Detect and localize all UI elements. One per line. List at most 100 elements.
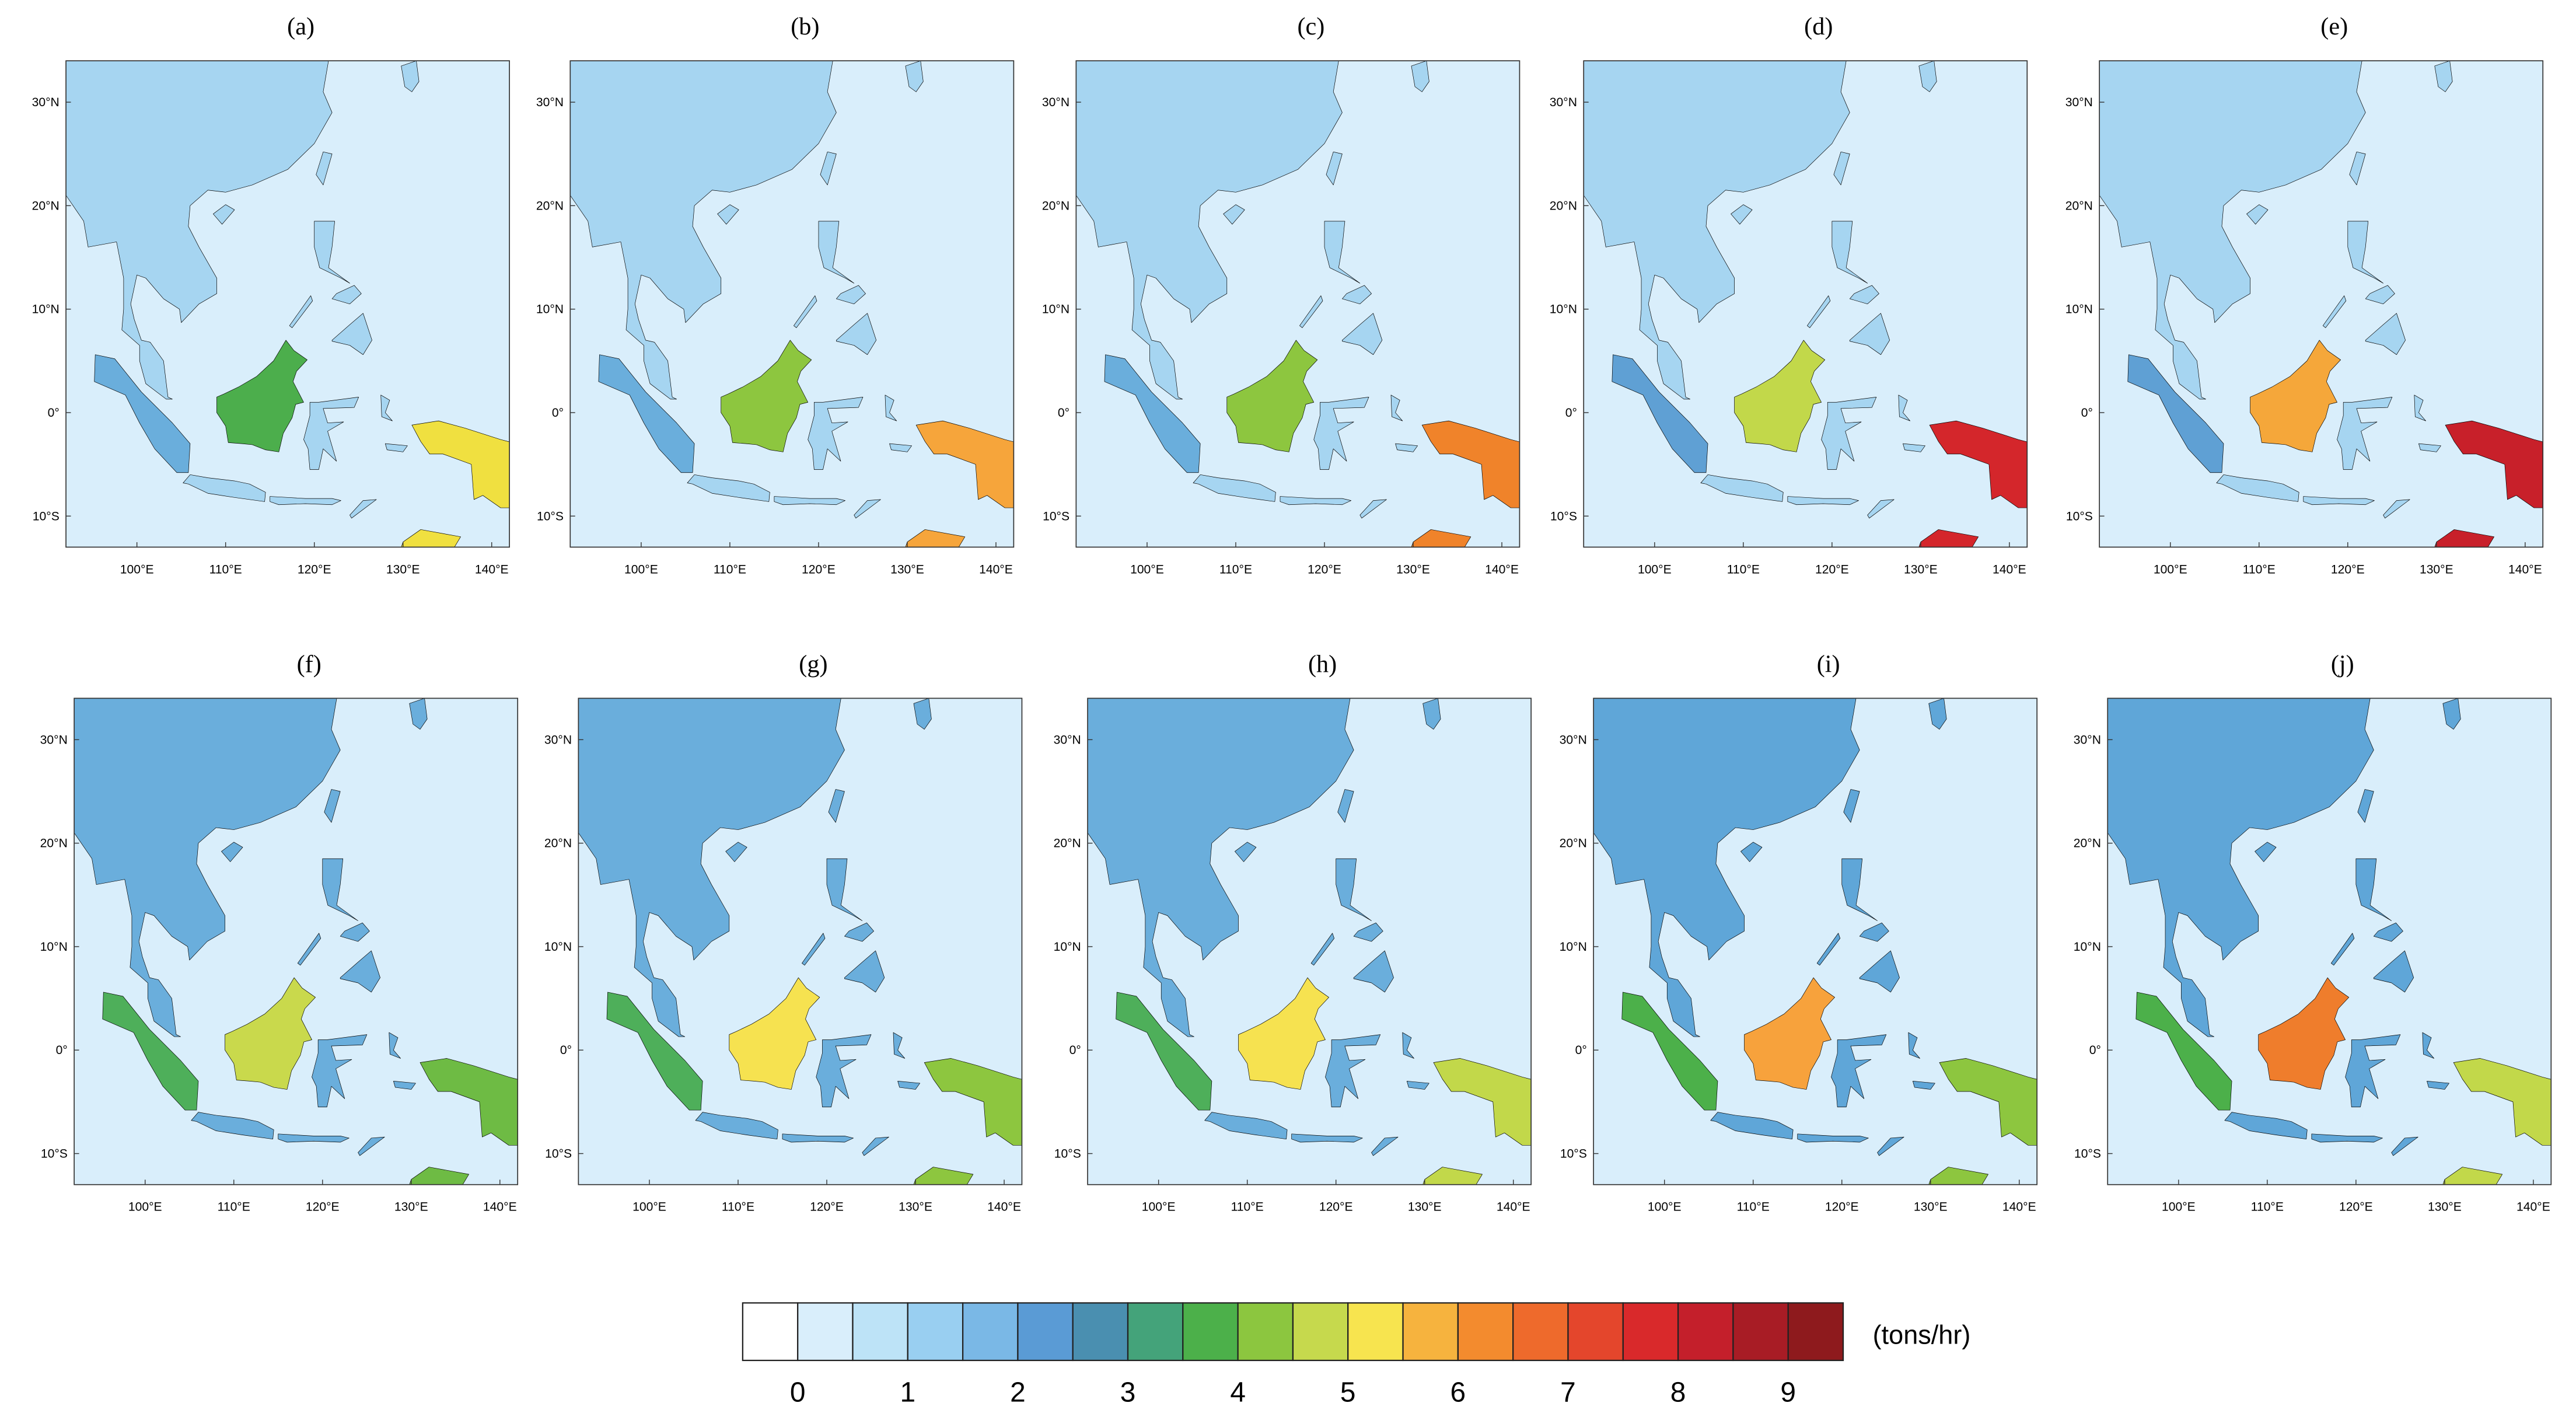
lat-tick-label: 10°N bbox=[2074, 940, 2101, 954]
lat-tick-label: 20°N bbox=[32, 199, 60, 212]
map-frame bbox=[1583, 60, 2028, 548]
lat-tick-label: 0° bbox=[1069, 1044, 1081, 1057]
lon-tick-label: 110°E bbox=[1737, 1201, 1770, 1214]
map-frame bbox=[578, 697, 1023, 1185]
lat-tick-label: 10°S bbox=[1043, 510, 1069, 523]
colorbar-label: 5 bbox=[1340, 1377, 1356, 1408]
lat-tick-label: 10°S bbox=[33, 510, 60, 523]
lon-tick-label: 130°E bbox=[1914, 1201, 1948, 1214]
lat-tick-label: 10°N bbox=[1042, 303, 1069, 316]
lat-tick-label: 0° bbox=[48, 406, 60, 420]
lat-tick-label: 10°S bbox=[1550, 510, 1577, 523]
lon-tick-label: 110°E bbox=[209, 563, 242, 576]
lon-tick-label: 130°E bbox=[1408, 1201, 1442, 1214]
color-swatch bbox=[1237, 1302, 1294, 1362]
color-swatch bbox=[1457, 1302, 1514, 1362]
map-frame bbox=[569, 60, 1015, 548]
map-panel bbox=[578, 678, 1022, 1185]
lon-tick-label: 130°E bbox=[2428, 1201, 2462, 1214]
map-panel bbox=[534, 61, 1014, 568]
lat-tick-label: 30°N bbox=[1560, 733, 1587, 746]
colorbar-label: 0 bbox=[790, 1377, 806, 1408]
lon-tick-label: 110°E bbox=[1727, 563, 1760, 576]
lon-tick-label: 100°E bbox=[2162, 1201, 2196, 1214]
color-swatch bbox=[962, 1302, 1019, 1362]
lon-tick-label: 110°E bbox=[2251, 1201, 2284, 1214]
lon-tick-label: 100°E bbox=[1130, 563, 1164, 576]
color-swatch bbox=[1677, 1302, 1734, 1362]
lon-tick-label: 100°E bbox=[1648, 1201, 1682, 1214]
lon-tick-label: 110°E bbox=[1219, 563, 1252, 576]
lon-tick-label: 110°E bbox=[722, 1201, 754, 1214]
color-swatch bbox=[742, 1302, 799, 1362]
lat-tick-label: 10°S bbox=[1560, 1147, 1587, 1161]
lat-tick-label: 10°S bbox=[2066, 510, 2093, 523]
colorbar-label: 3 bbox=[1120, 1377, 1136, 1408]
panel-title: (a) bbox=[287, 13, 314, 40]
color-swatch bbox=[1292, 1302, 1349, 1362]
lat-tick-label: 10°S bbox=[41, 1147, 68, 1161]
map-frame bbox=[2099, 60, 2544, 548]
panel-title: (i) bbox=[1817, 650, 1840, 678]
color-swatch bbox=[1512, 1302, 1569, 1362]
lat-tick-label: 30°N bbox=[2065, 96, 2093, 109]
lon-tick-label: 140°E bbox=[1485, 563, 1519, 576]
lat-tick-label: 0° bbox=[2089, 1044, 2101, 1057]
lon-tick-label: 140°E bbox=[475, 563, 509, 576]
lon-tick-label: 130°E bbox=[386, 563, 420, 576]
color-swatch bbox=[797, 1302, 854, 1362]
lat-tick-label: 10°N bbox=[544, 940, 572, 954]
color-swatch bbox=[1127, 1302, 1184, 1362]
lon-tick-label: 100°E bbox=[632, 1201, 666, 1214]
panel-title: (e) bbox=[2320, 13, 2348, 40]
lat-tick-label: 0° bbox=[2081, 406, 2093, 420]
lat-tick-label: 10°N bbox=[40, 940, 68, 954]
lat-tick-label: 20°N bbox=[1042, 199, 1069, 212]
lat-tick-label: 20°N bbox=[1550, 199, 1577, 212]
color-swatch bbox=[1622, 1302, 1679, 1362]
lat-tick-label: 10°N bbox=[536, 303, 564, 316]
color-swatch bbox=[1787, 1302, 1844, 1362]
lat-tick-label: 10°S bbox=[537, 510, 564, 523]
lon-tick-label: 110°E bbox=[1231, 1201, 1264, 1214]
lon-tick-label: 120°E bbox=[2331, 563, 2365, 576]
lat-tick-label: 10°N bbox=[1550, 303, 1577, 316]
lat-tick-label: 0° bbox=[56, 1044, 68, 1057]
lon-tick-label: 110°E bbox=[714, 563, 746, 576]
color-swatch bbox=[1347, 1302, 1404, 1362]
color-swatch bbox=[852, 1302, 908, 1362]
lat-tick-label: 20°N bbox=[2065, 199, 2093, 212]
lat-tick-label: 0° bbox=[552, 406, 564, 420]
lat-tick-label: 20°N bbox=[1560, 837, 1587, 850]
panel-title: (f) bbox=[297, 650, 321, 678]
lon-tick-label: 140°E bbox=[2002, 1201, 2036, 1214]
map-panel bbox=[1076, 61, 1520, 568]
color-swatch bbox=[1567, 1302, 1624, 1362]
lat-tick-label: 30°N bbox=[544, 733, 572, 746]
lat-tick-label: 30°N bbox=[40, 733, 68, 746]
lon-tick-label: 120°E bbox=[298, 563, 331, 576]
lon-tick-label: 120°E bbox=[306, 1201, 340, 1214]
lat-tick-label: 0° bbox=[1058, 406, 1069, 420]
lon-tick-label: 130°E bbox=[890, 563, 924, 576]
lat-tick-label: 30°N bbox=[2074, 733, 2101, 746]
map-frame bbox=[1087, 697, 1532, 1185]
lon-tick-label: 140°E bbox=[2516, 1201, 2550, 1214]
lon-tick-label: 130°E bbox=[394, 1201, 428, 1214]
lon-tick-label: 140°E bbox=[2508, 563, 2542, 576]
lat-tick-label: 0° bbox=[1565, 406, 1577, 420]
colorbar-unit: (tons/hr) bbox=[1873, 1320, 1971, 1350]
lon-tick-label: 130°E bbox=[2420, 563, 2453, 576]
map-panel bbox=[74, 678, 544, 1185]
lon-tick-label: 120°E bbox=[2339, 1201, 2373, 1214]
map-panel bbox=[30, 61, 510, 568]
lat-tick-label: 20°N bbox=[40, 837, 68, 850]
lon-tick-label: 110°E bbox=[218, 1201, 250, 1214]
color-swatch bbox=[1402, 1302, 1459, 1362]
colorbar-label: 6 bbox=[1450, 1377, 1466, 1408]
lon-tick-label: 100°E bbox=[624, 563, 658, 576]
lat-tick-label: 0° bbox=[560, 1044, 572, 1057]
panel-title: (b) bbox=[791, 13, 819, 40]
colorbar-label: 4 bbox=[1230, 1377, 1246, 1408]
